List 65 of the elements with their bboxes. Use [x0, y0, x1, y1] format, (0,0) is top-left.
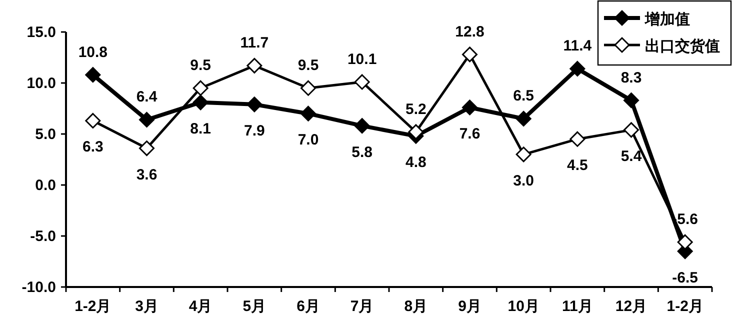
data-label: 6.4 — [136, 88, 158, 106]
point — [462, 46, 478, 62]
point — [570, 131, 586, 147]
point — [462, 100, 478, 116]
point — [85, 112, 101, 128]
point — [139, 112, 154, 128]
y-tick-label: 5.0 — [35, 126, 56, 143]
y-tick-label: 0.0 — [35, 177, 56, 194]
y-tick-label: 15.0 — [26, 24, 56, 41]
point — [354, 74, 370, 90]
data-label: 8.3 — [620, 69, 642, 86]
point — [192, 94, 208, 110]
data-label: 7.6 — [459, 125, 480, 142]
x-tick-label: 3月 — [135, 298, 158, 315]
y-tick-label: 10.0 — [26, 75, 56, 92]
x-tick-label: 9月 — [458, 298, 482, 315]
x-tick-label: 6月 — [296, 298, 320, 315]
data-label: 12.8 — [455, 23, 484, 40]
data-label: 4.8 — [405, 154, 426, 172]
point — [139, 140, 154, 156]
data-label: 5.2 — [405, 100, 426, 118]
point — [677, 234, 693, 250]
x-tick-label: 8月 — [404, 298, 428, 315]
data-label: 3.6 — [136, 166, 158, 184]
point — [246, 96, 262, 112]
point — [246, 58, 262, 74]
point — [516, 146, 532, 162]
point — [192, 80, 208, 96]
data-label: 10.8 — [78, 44, 108, 61]
point — [300, 80, 316, 96]
x-tick-label: 11月 — [562, 298, 593, 315]
data-label: -6.5 — [672, 269, 698, 286]
point — [624, 122, 639, 138]
point — [570, 60, 586, 76]
point — [300, 106, 316, 122]
x-tick-label: 7月 — [350, 298, 374, 315]
y-tick-label: -5.0 — [30, 228, 56, 245]
data-label: 5.4 — [620, 148, 642, 165]
legend-label: 增加值 — [644, 11, 690, 28]
data-label: 11.7 — [240, 34, 269, 52]
data-label: 5.8 — [352, 144, 373, 161]
data-label: 6.5 — [513, 88, 534, 105]
point — [85, 67, 101, 83]
data-label: 9.5 — [190, 57, 212, 74]
x-tick-label: 10月 — [508, 298, 540, 315]
x-tick-label: 5月 — [242, 298, 266, 315]
data-label: 7.0 — [298, 132, 319, 149]
data-label: 8.1 — [190, 120, 212, 138]
point — [516, 110, 532, 126]
x-tick-label: 12月 — [615, 298, 648, 315]
point — [624, 92, 639, 108]
data-label: 4.5 — [566, 157, 588, 174]
data-label: 11.4 — [563, 38, 592, 55]
data-label: 6.3 — [82, 138, 104, 156]
data-label: 10.1 — [347, 50, 377, 68]
point — [408, 124, 424, 140]
x-tick-label: 1-2月 — [74, 298, 112, 315]
data-label: 3.0 — [513, 172, 534, 190]
data-label: 9.5 — [298, 57, 319, 74]
x-tick-label: 1-2月 — [666, 298, 704, 315]
data-label: 7.9 — [244, 122, 265, 140]
y-tick-label: -10.0 — [22, 279, 56, 296]
legend-label: 出口交货值 — [645, 37, 720, 55]
point — [354, 118, 370, 134]
x-tick-label: 4月 — [188, 298, 212, 315]
